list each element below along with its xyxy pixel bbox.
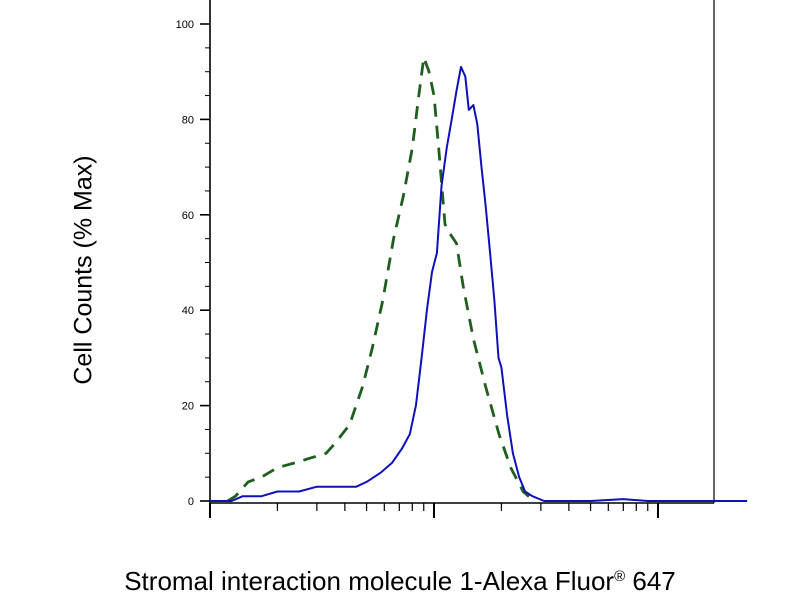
x-axis-label-suffix: 647 — [625, 566, 676, 596]
y-axis-label: Cell Counts (% Max) — [69, 155, 98, 385]
y-tick-label: 80 — [182, 114, 194, 126]
registered-mark: ® — [614, 568, 626, 585]
y-tick-label: 60 — [182, 210, 194, 222]
y-tick-label: 100 — [176, 19, 194, 31]
y-tick-label: 20 — [182, 401, 194, 413]
y-tick-label: 40 — [182, 305, 194, 317]
y-tick-label: 0 — [188, 496, 194, 508]
x-axis-label: Stromal interaction molecule 1-Alexa Flu… — [0, 566, 800, 597]
series-control-dashed — [226, 56, 536, 503]
series-sample-solid — [210, 65, 748, 502]
x-axis-label-main: Stromal interaction molecule 1-Alexa Flu… — [124, 566, 615, 596]
